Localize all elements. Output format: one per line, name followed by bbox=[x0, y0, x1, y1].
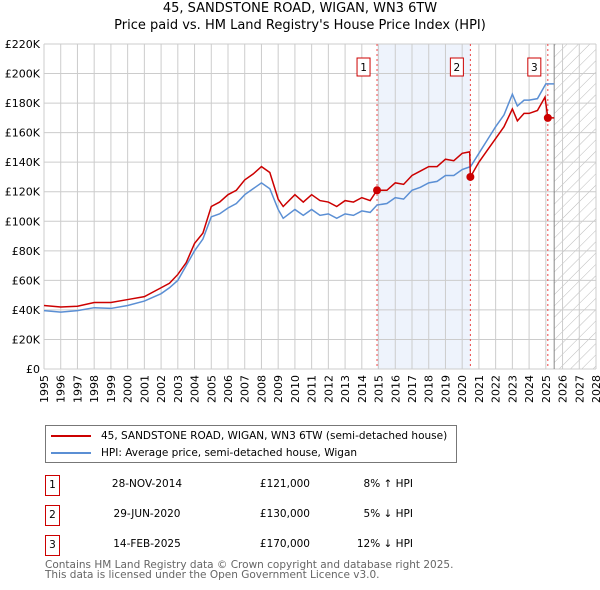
transaction-date: 14-FEB-2025 bbox=[113, 538, 181, 550]
x-tick-label: 2014 bbox=[356, 375, 369, 403]
sale-point bbox=[466, 172, 475, 181]
property-price-line bbox=[43, 94, 555, 308]
transaction-date: 29-JUN-2020 bbox=[113, 508, 181, 520]
legend-item-property: 45, SANDSTONE ROAD, WIGAN, WN3 6TW (semi… bbox=[51, 428, 447, 444]
transaction-price: £130,000 bbox=[259, 508, 310, 520]
transaction-hpi: 12% ↓ HPI bbox=[356, 538, 413, 550]
x-tick-label: 1997 bbox=[71, 375, 84, 403]
sale-badge bbox=[449, 57, 464, 77]
x-tick-label: 2018 bbox=[423, 375, 436, 403]
sale-badge-label: 3 bbox=[531, 62, 538, 74]
y-tick-label: £60K bbox=[12, 274, 41, 287]
y-tick-label: £200K bbox=[5, 68, 41, 81]
x-tick-label: 2003 bbox=[172, 375, 185, 403]
x-tick-label: 2019 bbox=[439, 375, 452, 403]
x-tick-label: 2002 bbox=[155, 375, 168, 403]
transaction-badge: 3 bbox=[45, 535, 60, 556]
sale-badge bbox=[356, 57, 371, 77]
x-tick-label: 2017 bbox=[406, 375, 419, 403]
x-tick-label: 2005 bbox=[205, 375, 218, 403]
transaction-badge: 2 bbox=[45, 505, 60, 526]
transaction-price: £121,000 bbox=[259, 478, 310, 490]
x-tick-label: 2022 bbox=[490, 375, 503, 403]
transaction-hpi: 5% ↓ HPI bbox=[363, 508, 413, 520]
x-tick-label: 1999 bbox=[105, 375, 118, 403]
y-tick-label: £20K bbox=[12, 333, 41, 346]
x-tick-label: 2011 bbox=[306, 375, 319, 403]
x-tick-label: 2007 bbox=[239, 375, 252, 403]
y-tick-label: £160K bbox=[5, 127, 41, 140]
x-tick-label: 2000 bbox=[122, 375, 135, 403]
x-tick-label: 2001 bbox=[138, 375, 151, 403]
footer-line: This data is licensed under the Open Gov… bbox=[45, 569, 380, 581]
x-tick-label: 2013 bbox=[339, 375, 352, 403]
x-tick-label: 2020 bbox=[456, 375, 469, 403]
sale-point bbox=[543, 113, 552, 122]
y-tick-label: £40K bbox=[12, 304, 41, 317]
price-chart: 1995 1996 1997 1998 1999 2000 2001 2002 2003 2004… bbox=[5, 38, 600, 403]
x-tick-label: 1995 bbox=[38, 375, 51, 403]
x-tick-label: 1996 bbox=[55, 375, 68, 403]
y-tick-label: £180K bbox=[5, 97, 41, 110]
x-tick-label: 2008 bbox=[255, 375, 268, 403]
x-tick-label: 2021 bbox=[473, 375, 486, 403]
legend: 45, SANDSTONE ROAD, WIGAN, WN3 6TW (semi… bbox=[45, 425, 457, 463]
footer: Contains HM Land Registry data © Crown c… bbox=[45, 559, 454, 581]
x-tick-label: 2004 bbox=[189, 375, 202, 403]
x-tick-label: 2024 bbox=[523, 375, 536, 403]
y-tick-label: £80K bbox=[12, 245, 41, 258]
x-tick-label: 2023 bbox=[506, 375, 519, 403]
y-tick-label: £140K bbox=[5, 156, 41, 169]
legend-label: 45, SANDSTONE ROAD, WIGAN, WN3 6TW (semi… bbox=[101, 430, 448, 442]
x-tick-label: 2015 bbox=[373, 375, 386, 403]
transaction-price: £170,000 bbox=[259, 538, 310, 550]
transaction-hpi: 8% ↑ HPI bbox=[363, 478, 413, 490]
transaction-badge: 1 bbox=[45, 475, 60, 496]
sale-point bbox=[373, 186, 382, 195]
x-tick-label: 2026 bbox=[557, 375, 570, 403]
x-tick-label: 2028 bbox=[590, 375, 600, 403]
legend-item-hpi: HPI: Average price, semi-detached house,… bbox=[51, 445, 357, 461]
x-tick-label: 2027 bbox=[573, 375, 586, 403]
y-tick-label: £100K bbox=[5, 215, 41, 228]
x-tick-label: 2025 bbox=[540, 375, 553, 403]
x-tick-label: 2012 bbox=[322, 375, 335, 403]
shaded-period bbox=[377, 44, 471, 369]
x-tick-label: 2016 bbox=[389, 375, 402, 403]
y-tick-label: £120K bbox=[5, 186, 41, 199]
legend-label: HPI: Average price, semi-detached house,… bbox=[101, 447, 358, 459]
transaction-date: 28-NOV-2014 bbox=[111, 478, 183, 490]
x-tick-label: 1998 bbox=[88, 375, 101, 403]
y-tick-label: £220K bbox=[5, 38, 41, 51]
sale-badge bbox=[527, 57, 542, 77]
sale-badge-label: 2 bbox=[454, 62, 461, 74]
x-tick-label: 2006 bbox=[222, 375, 235, 403]
y-tick-label: £0 bbox=[26, 363, 40, 376]
footer-line: Contains HM Land Registry data © Crown c… bbox=[45, 559, 454, 571]
chart-subtitle: Price paid vs. HM Land Registry's House … bbox=[114, 18, 486, 33]
hpi-line bbox=[43, 83, 555, 313]
sale-badge-label: 1 bbox=[360, 62, 367, 74]
x-tick-label: 2009 bbox=[272, 375, 285, 403]
chart-title: 45, SANDSTONE ROAD, WIGAN, WN3 6TW bbox=[162, 1, 438, 16]
forecast-hatch bbox=[554, 44, 596, 369]
x-tick-label: 2010 bbox=[289, 375, 302, 403]
